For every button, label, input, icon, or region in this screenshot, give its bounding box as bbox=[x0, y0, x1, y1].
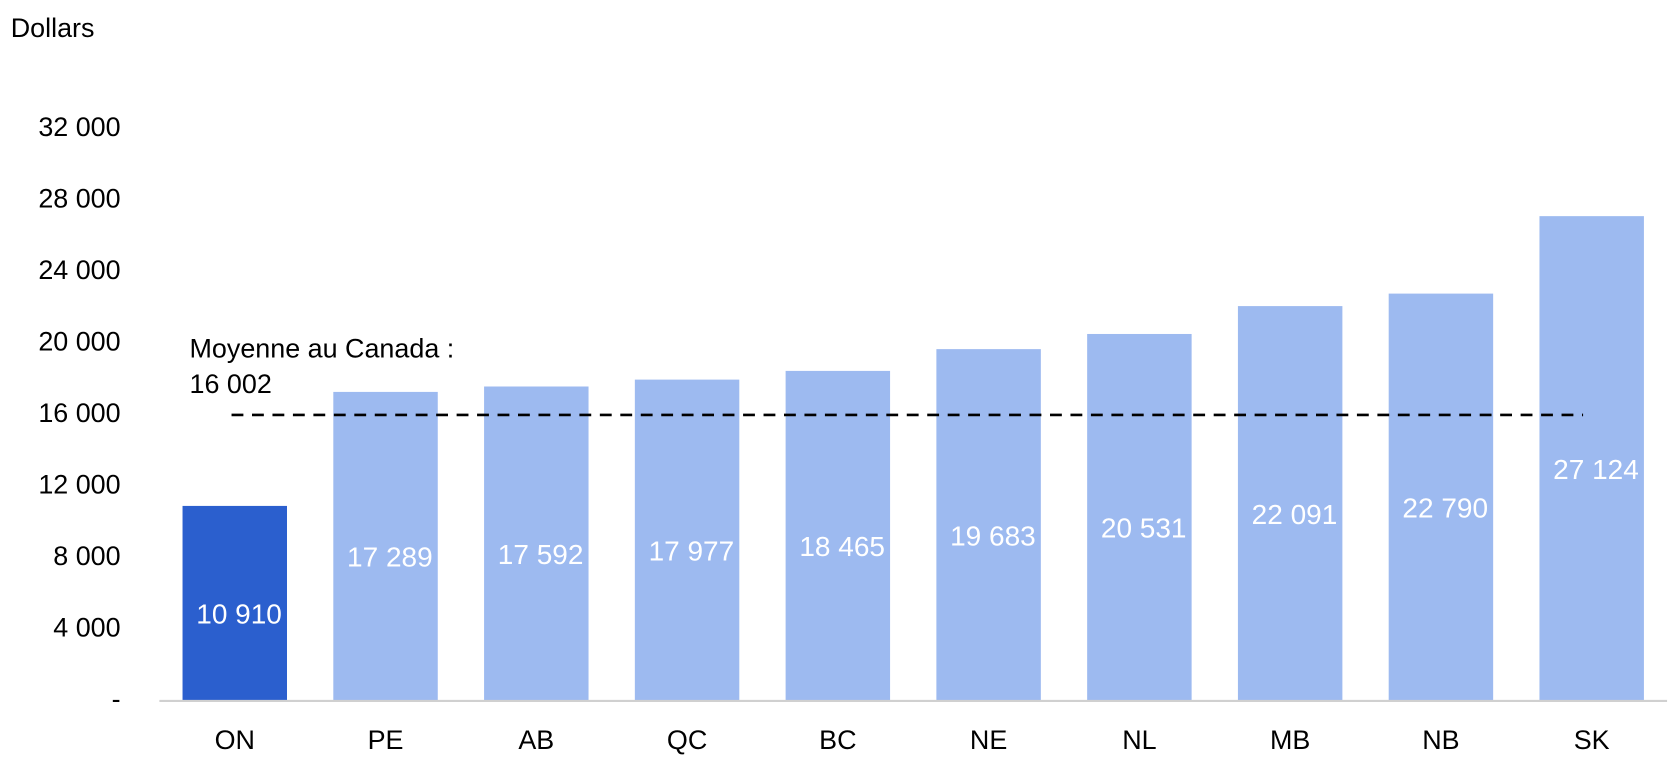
data-label: 27 124 bbox=[1553, 454, 1639, 485]
y-tick-label: - bbox=[112, 684, 121, 714]
y-tick-label: 28 000 bbox=[38, 184, 120, 214]
bar bbox=[484, 386, 589, 701]
y-tick-label: 16 000 bbox=[38, 398, 120, 428]
x-tick-label: AB bbox=[518, 725, 554, 755]
x-tick-label: NE bbox=[970, 725, 1007, 755]
y-tick-label: 8 000 bbox=[53, 541, 120, 571]
data-label: 17 977 bbox=[649, 536, 735, 567]
bar bbox=[936, 349, 1041, 701]
bar bbox=[1539, 216, 1644, 701]
bar bbox=[182, 505, 287, 701]
data-label: 22 790 bbox=[1402, 493, 1488, 524]
y-tick-label: 32 000 bbox=[38, 112, 120, 142]
x-tick-label: ON bbox=[215, 725, 255, 755]
data-label: 17 289 bbox=[347, 542, 433, 573]
data-label: 22 091 bbox=[1252, 499, 1338, 530]
bar bbox=[1237, 306, 1343, 701]
data-label: 10 910 bbox=[196, 599, 282, 630]
x-tick-label: PE bbox=[368, 725, 404, 755]
average-label: Moyenne au Canada : bbox=[190, 334, 455, 364]
data-label: 17 592 bbox=[498, 539, 584, 570]
x-tick-label: QC bbox=[667, 725, 707, 755]
data-label: 20 531 bbox=[1101, 513, 1187, 544]
bar bbox=[333, 391, 438, 701]
data-label: 18 465 bbox=[799, 531, 885, 562]
y-tick-label: 24 000 bbox=[38, 255, 120, 285]
bar bbox=[634, 379, 740, 701]
x-tick-label: BC bbox=[819, 725, 856, 755]
bar bbox=[785, 370, 891, 701]
y-axis-label: Dollars bbox=[11, 13, 95, 43]
x-tick-label: NB bbox=[1422, 725, 1459, 755]
bar bbox=[1388, 293, 1494, 701]
average-label: 16 002 bbox=[190, 369, 272, 399]
y-tick-label: 12 000 bbox=[38, 470, 120, 500]
x-tick-label: SK bbox=[1574, 725, 1610, 755]
bar bbox=[1087, 333, 1192, 701]
data-label: 19 683 bbox=[950, 520, 1036, 551]
x-tick-label: NL bbox=[1122, 725, 1156, 755]
x-tick-label: MB bbox=[1270, 725, 1310, 755]
y-tick-label: 4 000 bbox=[53, 613, 120, 643]
y-tick-label: 20 000 bbox=[38, 327, 120, 357]
